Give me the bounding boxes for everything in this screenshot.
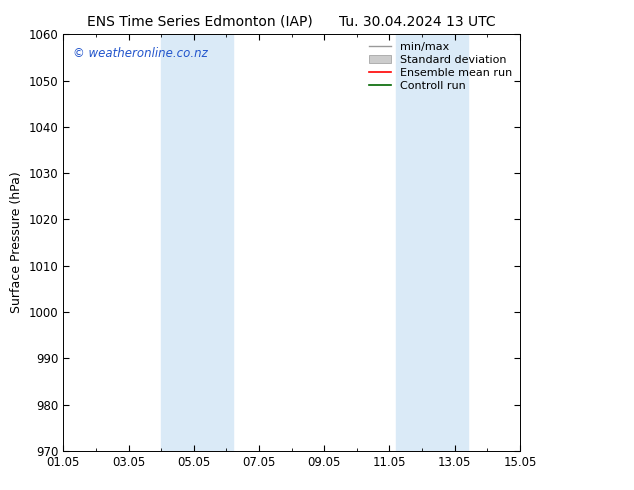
Bar xyxy=(161,34,233,451)
Legend: min/max, Standard deviation, Ensemble mean run, Controll run: min/max, Standard deviation, Ensemble me… xyxy=(366,40,514,93)
Bar xyxy=(396,34,468,451)
Title: ENS Time Series Edmonton (IAP)      Tu. 30.04.2024 13 UTC: ENS Time Series Edmonton (IAP) Tu. 30.04… xyxy=(87,15,496,29)
Text: © weatheronline.co.nz: © weatheronline.co.nz xyxy=(72,47,207,60)
Y-axis label: Surface Pressure (hPa): Surface Pressure (hPa) xyxy=(10,172,23,314)
